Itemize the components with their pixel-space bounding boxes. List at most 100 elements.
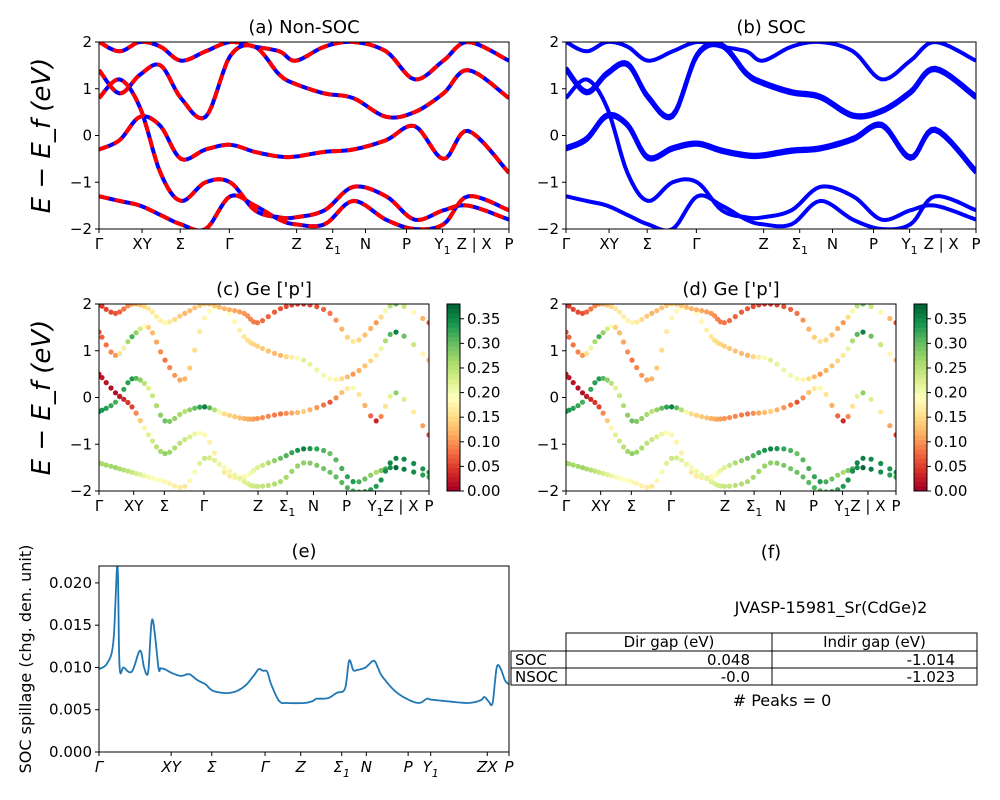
ytick-label-c-2: 0 xyxy=(82,389,92,407)
point-d-1-6 xyxy=(588,396,594,402)
point-d-2-52 xyxy=(817,488,823,491)
colorbar-step-d-26 xyxy=(914,364,927,370)
point-c-2-21 xyxy=(187,478,193,484)
point-c-0-38 xyxy=(265,413,271,419)
point-d-0-40 xyxy=(744,411,751,417)
point-d-3-43 xyxy=(762,355,768,361)
point-d-1-51 xyxy=(811,474,818,480)
point-d-3-38 xyxy=(732,348,738,354)
point-c-0-56 xyxy=(373,418,379,424)
point-c-4-4 xyxy=(112,310,119,316)
xtick-label-a-4: Z xyxy=(291,235,301,253)
point-c-0-62 xyxy=(411,409,417,415)
point-c-0-14 xyxy=(153,403,160,409)
point-c-0-39 xyxy=(271,412,278,418)
point-d-3-63 xyxy=(887,351,893,357)
colorbar-step-d-25 xyxy=(914,369,927,375)
point-d-0-10 xyxy=(604,377,610,383)
point-c-2-54 xyxy=(362,489,368,491)
point-d-3-46 xyxy=(781,367,787,373)
point-c-0-63 xyxy=(420,423,426,429)
point-d-3-13 xyxy=(616,330,623,336)
ytick-label-d-1: −1 xyxy=(537,435,559,453)
colorbar-step-c-31 xyxy=(447,341,460,347)
colorbar-step-d-6 xyxy=(914,458,927,464)
point-c-1-46 xyxy=(314,446,320,452)
ylabel-a: E − E_f (eV) xyxy=(27,58,57,214)
point-d-3-48 xyxy=(794,376,800,382)
point-d-4-61 xyxy=(868,304,874,310)
point-c-3-57 xyxy=(378,346,384,352)
point-d-2-39 xyxy=(738,481,745,487)
point-c-2-48 xyxy=(327,469,333,475)
point-c-2-60 xyxy=(393,455,399,461)
point-c-1-11 xyxy=(141,425,147,431)
point-c-3-29 xyxy=(226,310,233,317)
point-c-2-49 xyxy=(333,474,339,480)
point-c-3-63 xyxy=(420,351,426,357)
series-b-5 xyxy=(566,111,976,172)
point-d-2-2 xyxy=(570,462,576,468)
series-a-1 xyxy=(99,77,509,222)
point-c-3-32 xyxy=(241,334,247,340)
point-c-1-15 xyxy=(158,448,164,454)
point-c-2-52 xyxy=(350,488,356,491)
point-d-4-16 xyxy=(629,320,635,326)
point-c-0-30 xyxy=(232,414,238,420)
point-d-1-60 xyxy=(860,465,866,471)
point-c-4-13 xyxy=(149,309,156,315)
point-d-3-17 xyxy=(634,365,640,371)
point-c-0-15 xyxy=(158,412,164,418)
point-d-4-39 xyxy=(738,309,745,315)
point-c-3-45 xyxy=(307,361,313,367)
point-c-1-53 xyxy=(356,479,362,485)
point-c-1-47 xyxy=(321,447,327,454)
point-c-2-30 xyxy=(232,472,238,478)
colorbar-step-d-21 xyxy=(914,388,927,394)
colorbar-step-c-18 xyxy=(447,402,460,408)
point-c-0-18 xyxy=(172,415,178,422)
point-c-4-41 xyxy=(283,304,289,310)
colorbar-step-c-17 xyxy=(447,406,460,413)
xtick-label-a-2: Σ xyxy=(175,235,184,253)
point-c-1-19 xyxy=(177,440,183,446)
point-d-2-37 xyxy=(726,483,733,489)
point-c-3-15 xyxy=(158,349,164,355)
point-d-3-47 xyxy=(788,372,794,378)
point-c-3-0 xyxy=(99,329,102,335)
point-c-2-20 xyxy=(182,483,188,489)
point-c-4-17 xyxy=(167,319,173,325)
xtick-label-c-1: XY xyxy=(124,497,144,515)
point-d-4-19 xyxy=(644,313,650,319)
point-c-1-8 xyxy=(129,404,135,410)
point-c-1-44 xyxy=(301,446,307,452)
point-c-3-56 xyxy=(373,352,379,358)
point-c-0-10 xyxy=(137,377,143,383)
point-c-4-54 xyxy=(362,332,368,338)
point-d-2-44 xyxy=(768,460,774,466)
point-c-0-58 xyxy=(382,403,389,409)
point-d-1-19 xyxy=(644,440,650,446)
point-c-4-1 xyxy=(99,304,105,309)
point-c-0-9 xyxy=(133,375,139,381)
series-b-6 xyxy=(566,42,976,118)
xtick-label-b-7: P xyxy=(869,235,878,253)
colorbar-step-d-22 xyxy=(914,383,927,389)
colorbar-step-d-34 xyxy=(914,327,927,333)
point-c-0-29 xyxy=(226,412,233,418)
point-d-0-14 xyxy=(620,403,627,409)
colorbar-step-c-37 xyxy=(447,313,460,319)
point-c-2-37 xyxy=(259,483,266,489)
point-c-0-7 xyxy=(125,380,131,386)
point-d-2-54 xyxy=(829,489,835,491)
point-d-3-8 xyxy=(596,334,602,340)
point-d-2-53 xyxy=(823,489,829,491)
point-d-2-6 xyxy=(588,467,594,473)
colorbar-tick-label-c-1: 0.05 xyxy=(467,457,500,475)
point-d-0-60 xyxy=(860,390,866,396)
point-c-3-10 xyxy=(137,326,143,332)
colorbar-step-c-1 xyxy=(447,481,460,487)
point-c-1-12 xyxy=(145,432,152,438)
point-d-3-12 xyxy=(612,324,619,330)
